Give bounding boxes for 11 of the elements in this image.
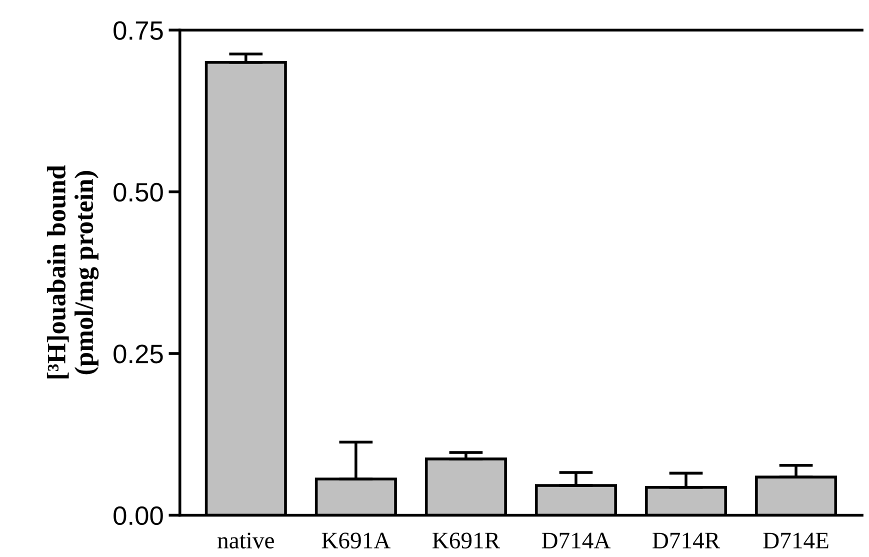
x-tick-label: K691A (322, 532, 391, 549)
y-axis-title: [³H]ouabain bound (pmol/mg protein) (46, 165, 99, 378)
x-tick-label: D714R (652, 532, 720, 548)
x-tick-label: native (218, 532, 274, 549)
y-tick-label: 0.50 (114, 182, 163, 202)
y-tick-label: 0.75 (114, 21, 163, 40)
x-tick-label: K691R (432, 532, 500, 549)
y-tick-label: 0.00 (114, 506, 163, 526)
x-tick-label: D714A (542, 532, 611, 548)
y-tick-label: 0.25 (114, 344, 163, 364)
x-tick-label: D714E (763, 532, 828, 548)
